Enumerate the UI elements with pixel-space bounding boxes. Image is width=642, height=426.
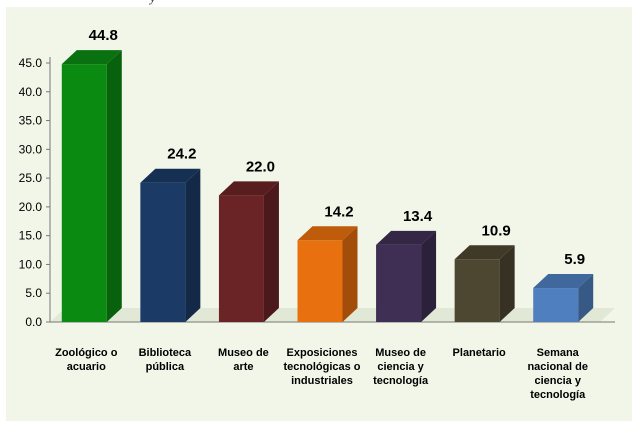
category-label: Museo de arte: [218, 347, 269, 373]
category-label-line: pública: [146, 361, 185, 373]
bar-value-label: 44.8: [89, 27, 118, 44]
category-label-line: nacional de: [527, 361, 588, 373]
bar-side: [106, 50, 122, 322]
bar-value-label: 24.2: [167, 146, 196, 163]
bar-side: [185, 168, 201, 322]
bar-value-label: 10.9: [482, 222, 511, 239]
category-label-line: acuario: [67, 361, 106, 373]
category-label-line: Planetario: [453, 347, 506, 359]
bar-front: [533, 288, 579, 322]
category-label-line: Zoológico o: [55, 347, 118, 359]
bar-front: [297, 240, 343, 322]
category-label-line: tecnología: [530, 389, 586, 401]
category-label-line: ciencia y: [534, 375, 581, 387]
bar-value-label: 14.2: [324, 203, 353, 220]
category-label: Planetario: [453, 347, 506, 359]
caption-fragment: y: [150, 0, 155, 6]
bar-top: [297, 226, 358, 241]
category-label: Museo de ciencia y tecnología: [373, 347, 429, 387]
category-label-line: Museo de: [218, 347, 269, 359]
category-label-line: tecnología: [373, 375, 429, 387]
bar-front: [454, 259, 500, 322]
y-tick-label: 25.0: [19, 171, 43, 185]
y-tick-label: 10.0: [19, 257, 43, 271]
bar-top: [140, 168, 201, 183]
bar-front: [140, 182, 186, 322]
category-label-line: Biblioteca: [139, 347, 192, 359]
bar-front: [218, 195, 264, 322]
bar-top: [533, 274, 594, 289]
y-tick-label: 15.0: [19, 229, 43, 243]
bar-front: [61, 64, 107, 322]
category-label: Exposiciones tecnológicas o industriales: [283, 347, 360, 387]
y-tick-label: 30.0: [19, 142, 43, 156]
bar-top: [218, 181, 279, 196]
bar-value-label: 13.4: [403, 208, 433, 225]
y-tick-label: 35.0: [19, 114, 43, 128]
bar-front: [376, 244, 422, 322]
bar-top: [454, 245, 515, 260]
category-label: Biblioteca pública: [139, 347, 192, 373]
y-tick-label: 0.0: [25, 315, 42, 329]
bar-value-label: 22.0: [246, 158, 275, 175]
bar-side: [578, 274, 594, 322]
bar-side: [421, 230, 437, 322]
category-label-line: Exposiciones: [287, 347, 358, 359]
y-tick-label: 40.0: [19, 85, 43, 99]
category-label-line: industriales: [291, 375, 353, 387]
bar-side: [342, 226, 358, 322]
category-label-line: tecnológicas o: [283, 361, 360, 373]
bar-top: [61, 50, 122, 65]
category-label-line: Museo de: [375, 347, 426, 359]
category-label: Semana nacional de ciencia y tecnología: [527, 347, 588, 401]
category-label: Zoológico o acuario: [55, 347, 118, 373]
category-label-line: arte: [233, 361, 253, 373]
y-tick-label: 5.0: [25, 286, 42, 300]
bar-side: [263, 181, 279, 322]
bar-value-label: 5.9: [564, 251, 585, 268]
category-label-line: ciencia y: [377, 361, 424, 373]
y-tick-label: 20.0: [19, 200, 43, 214]
bar-top: [376, 230, 437, 245]
y-tick-label: 45.0: [19, 56, 43, 70]
category-label-line: Semana: [537, 347, 580, 359]
bar-side: [499, 245, 515, 322]
